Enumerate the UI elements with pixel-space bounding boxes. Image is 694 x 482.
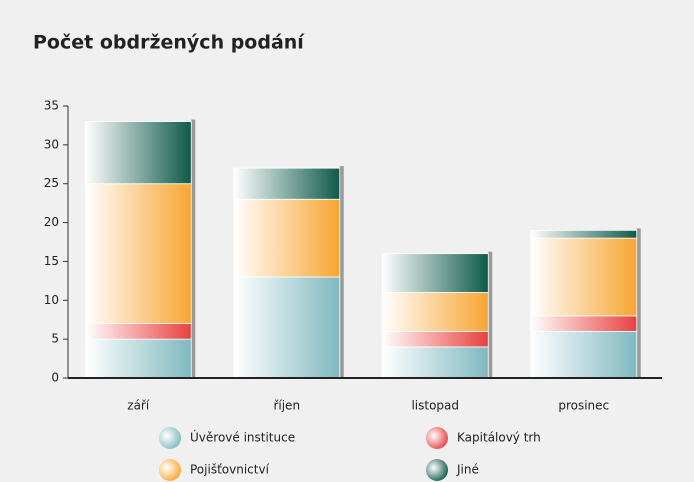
y-tick-label: 5	[51, 332, 59, 346]
y-tick-label: 0	[51, 371, 59, 385]
y-tick-label: 25	[44, 176, 59, 190]
legend-label: Úvěrové instituce	[190, 430, 295, 445]
bar-segment	[530, 330, 638, 379]
legend-swatch	[426, 427, 448, 449]
bar-shadow	[339, 166, 344, 378]
bar-segment	[530, 315, 638, 332]
legend-swatch	[159, 459, 181, 481]
bar-shadow	[488, 251, 493, 378]
bar-segment	[233, 276, 341, 379]
legend-label: Pojišťovnictví	[190, 463, 270, 477]
x-tick-label: říjen	[273, 399, 300, 413]
bar-segment	[84, 121, 192, 185]
x-tick-label: září	[127, 399, 150, 413]
y-tick-label: 30	[44, 137, 59, 151]
x-tick-label: prosinec	[558, 399, 609, 413]
bar-segment	[84, 323, 192, 340]
bar-segment	[233, 198, 341, 278]
bar-segment	[84, 183, 192, 324]
bar-segment	[530, 237, 638, 317]
y-tick-label: 15	[44, 254, 59, 268]
bar-segment	[233, 167, 341, 200]
legend-label: Jiné	[456, 463, 479, 477]
bar-segment	[381, 292, 489, 332]
bar-shadow	[191, 119, 196, 379]
legend-label: Kapitálový trh	[457, 431, 541, 445]
bar-segment	[381, 330, 489, 348]
x-tick-label: listopad	[411, 399, 459, 413]
bar-segment	[84, 338, 192, 379]
bar-segment	[381, 253, 489, 293]
chart-title: Počet obdržených podání	[33, 32, 305, 54]
bar-segment	[381, 346, 489, 379]
y-tick-label: 35	[44, 99, 59, 113]
y-tick-label: 20	[44, 215, 59, 229]
legend-swatch	[426, 459, 448, 481]
bar-shadow	[636, 228, 641, 378]
y-tick-label: 10	[44, 293, 59, 307]
legend-swatch	[159, 427, 181, 449]
bar-segment	[530, 229, 638, 239]
